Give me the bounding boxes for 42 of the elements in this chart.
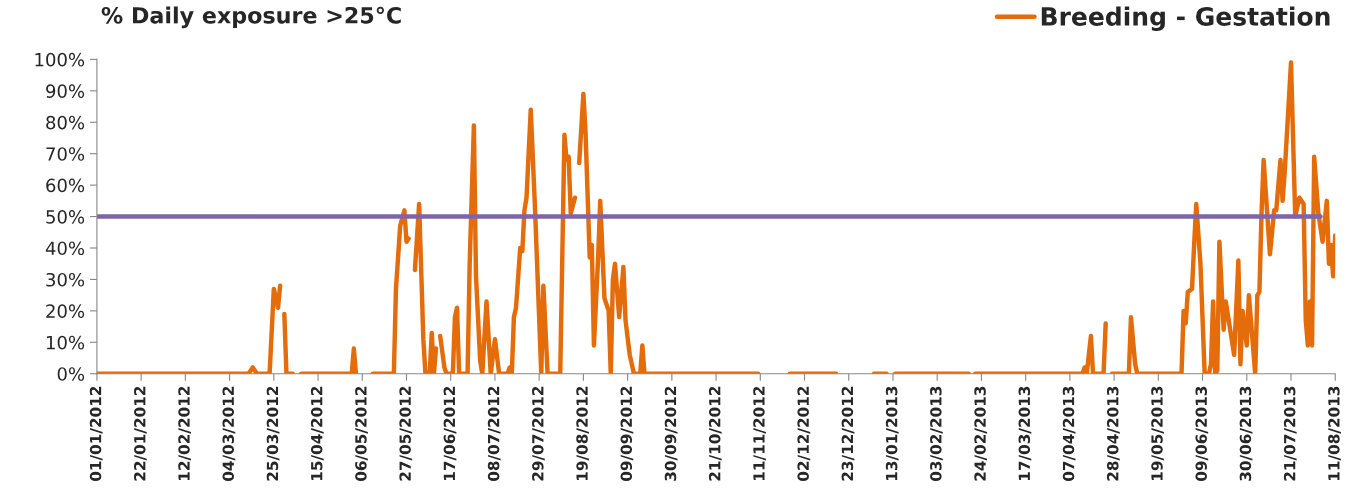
y-tick-label: 40% xyxy=(45,241,85,256)
legend-label: Breeding - Gestation xyxy=(1041,6,1330,31)
x-tick-label: 09/06/2013 xyxy=(1195,386,1209,481)
chart-title: % Daily exposure >25°C xyxy=(101,6,401,29)
x-tick-label: 01/01/2012 xyxy=(89,386,103,481)
x-tick-label: 15/04/2012 xyxy=(310,386,324,481)
x-tick-label: 09/09/2012 xyxy=(620,386,634,481)
x-tick-label: 30/09/2012 xyxy=(664,386,678,481)
y-tick-label: 70% xyxy=(46,147,85,161)
x-tick-label: 24/02/2013 xyxy=(974,386,988,481)
y-tick-label: 80% xyxy=(46,115,85,130)
x-tick-label: 08/07/2012 xyxy=(487,386,501,481)
x-tick-label: 28/04/2013 xyxy=(1106,386,1120,481)
y-tick-label: 60% xyxy=(46,178,85,193)
y-tick-label: 100% xyxy=(35,52,85,67)
x-tick-label: 02/12/2012 xyxy=(797,386,811,481)
x-tick-label: 22/01/2012 xyxy=(134,386,147,481)
x-tick-label: 21/10/2012 xyxy=(708,386,722,481)
x-tick-label: 17/06/2012 xyxy=(443,386,457,481)
y-tick-label: 90% xyxy=(46,84,85,98)
x-tick-label: 11/11/2012 xyxy=(753,386,766,481)
x-tick-label: 12/02/2012 xyxy=(178,386,191,481)
y-tick-label: 10% xyxy=(46,335,85,350)
x-tick-label: 11/08/2013 xyxy=(1328,386,1341,481)
x-tick-label: 04/03/2012 xyxy=(222,386,236,481)
y-tick-label: 50% xyxy=(46,210,85,224)
x-tick-label: 23/12/2012 xyxy=(841,386,855,481)
x-tick-label: 19/08/2012 xyxy=(576,386,590,481)
x-tick-label: 25/03/2012 xyxy=(266,386,280,481)
x-tick-label: 13/01/2013 xyxy=(885,386,899,481)
y-tick-label: 30% xyxy=(46,272,85,287)
x-tick-label: 21/07/2013 xyxy=(1283,386,1297,481)
x-tick-label: 27/05/2012 xyxy=(399,386,413,481)
x-tick-label: 07/04/2013 xyxy=(1062,386,1076,481)
x-tick-label: 19/05/2013 xyxy=(1151,386,1164,481)
y-tick-label: 0% xyxy=(57,367,85,381)
x-tick-label: 30/06/2013 xyxy=(1239,386,1253,481)
x-tick-label: 17/03/2013 xyxy=(1018,386,1032,481)
y-tick-label: 20% xyxy=(46,304,85,318)
x-tick-label: 06/05/2012 xyxy=(355,386,368,481)
x-tick-label: 03/02/2013 xyxy=(930,386,943,481)
x-tick-label: 29/07/2012 xyxy=(532,386,545,481)
